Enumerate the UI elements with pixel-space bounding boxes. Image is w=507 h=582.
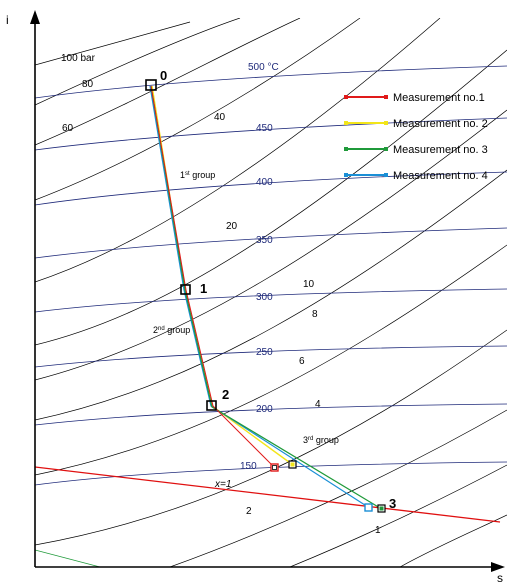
isobar-6	[35, 169, 507, 421]
legend-label-4: Measurement no. 4	[393, 170, 488, 182]
end-marker-1	[270, 463, 279, 472]
isotherm-300	[35, 288, 507, 313]
isobar-80	[35, 18, 241, 106]
isotherm-label-150: 150	[240, 461, 257, 472]
isotherm-labels: 500 °C 450 400 350 300 250 200 150	[240, 62, 279, 472]
x-axis-label: s	[497, 571, 503, 582]
isotherm-450	[35, 117, 507, 151]
legend-marker-3b	[384, 147, 388, 151]
isotherm-label-250: 250	[256, 347, 273, 358]
isobar-label-8: 8	[312, 309, 318, 320]
point-0-marker	[145, 79, 157, 91]
isotherm-500	[35, 65, 507, 99]
group-label-2: 2nd group	[153, 325, 190, 335]
isotherm-label-300: 300	[256, 292, 273, 303]
isobar-40	[35, 18, 361, 201]
legend-item-2: Measurement no. 2	[344, 118, 488, 130]
legend-label-2: Measurement no. 2	[393, 118, 488, 130]
point-label-3: 3	[389, 496, 396, 511]
isotherm-label-450: 450	[256, 123, 273, 134]
group-label-1: 1st group	[180, 170, 215, 180]
isotherm-350	[35, 227, 507, 259]
isotherm-label-500: 500 °C	[248, 62, 279, 73]
isobar-label-10: 10	[303, 279, 315, 290]
legend-label-3: Measurement no. 3	[393, 144, 488, 156]
group-label-3: 3rd group	[303, 435, 339, 445]
isobar-lower	[399, 514, 507, 567]
isobar-low	[289, 464, 507, 567]
green-edge-line	[35, 549, 101, 567]
y-axis-arrow	[30, 10, 40, 24]
isobar-8	[35, 109, 507, 381]
isobar-2	[35, 329, 507, 546]
legend-label-1: Measurement no.1	[393, 92, 485, 104]
isobar-20	[35, 18, 441, 283]
y-axis-label: i	[6, 13, 9, 27]
legend-item-3: Measurement no. 3	[344, 144, 488, 156]
isobar-label-4: 4	[315, 399, 321, 410]
legend-marker-3a	[344, 147, 348, 151]
end-marker-3-inner	[379, 506, 384, 511]
measurement-path-1	[150, 85, 276, 469]
isobar-label-40: 40	[214, 112, 226, 123]
legend-marker-2b	[384, 121, 388, 125]
isobar-label-100: 100 bar	[61, 53, 96, 64]
legend-marker-4b	[384, 173, 388, 177]
legend-marker-1a	[344, 95, 348, 99]
saturation-label: x=1	[214, 479, 231, 490]
x-axis-arrow	[491, 562, 505, 572]
measurement-path-4	[149, 85, 369, 508]
legend-marker-2a	[344, 121, 348, 125]
isobar-4	[35, 244, 507, 476]
isobar-60	[35, 18, 301, 146]
legend: Measurement no.1 Measurement no. 2 Measu…	[344, 92, 488, 182]
isobar-100	[35, 21, 191, 66]
point-markers	[145, 79, 386, 513]
isobar-label-20: 20	[226, 221, 238, 232]
isobar-1	[169, 409, 507, 567]
isobar-label-60: 60	[62, 123, 74, 134]
point-label-1: 1	[200, 281, 207, 296]
isolines	[35, 18, 507, 567]
isobar-label-2: 2	[246, 506, 252, 517]
isotherm-200	[35, 403, 507, 426]
isotherm-250	[35, 345, 507, 368]
legend-item-4: Measurement no. 4	[344, 170, 488, 182]
end-marker-1-inner	[272, 465, 277, 470]
isotherm-label-350: 350	[256, 235, 273, 246]
end-marker-4	[364, 503, 373, 512]
isobar-labels: 100 bar 80 60 40 20 10 8 6 4 2 1	[61, 53, 381, 536]
isotherm-150	[35, 461, 507, 486]
isotherm-400	[35, 171, 507, 206]
legend-marker-4a	[344, 173, 348, 177]
point-2-marker	[206, 400, 217, 411]
isotherm-label-400: 400	[256, 177, 273, 188]
isotherm-label-200: 200	[256, 404, 273, 415]
isobar-label-1: 1	[375, 525, 381, 536]
end-marker-2-inner	[290, 462, 295, 467]
axes: i s	[6, 10, 505, 582]
point-label-0: 0	[160, 68, 167, 83]
legend-marker-1b	[384, 95, 388, 99]
measurement-paths	[149, 85, 381, 509]
legend-item-1: Measurement no.1	[344, 92, 485, 104]
isobar-label-80: 80	[82, 79, 94, 90]
point-label-2: 2	[222, 387, 229, 402]
isobar-label-6: 6	[299, 356, 305, 367]
saturation-line	[35, 466, 501, 523]
point-1-marker	[180, 284, 191, 295]
isobar-10	[35, 49, 507, 346]
